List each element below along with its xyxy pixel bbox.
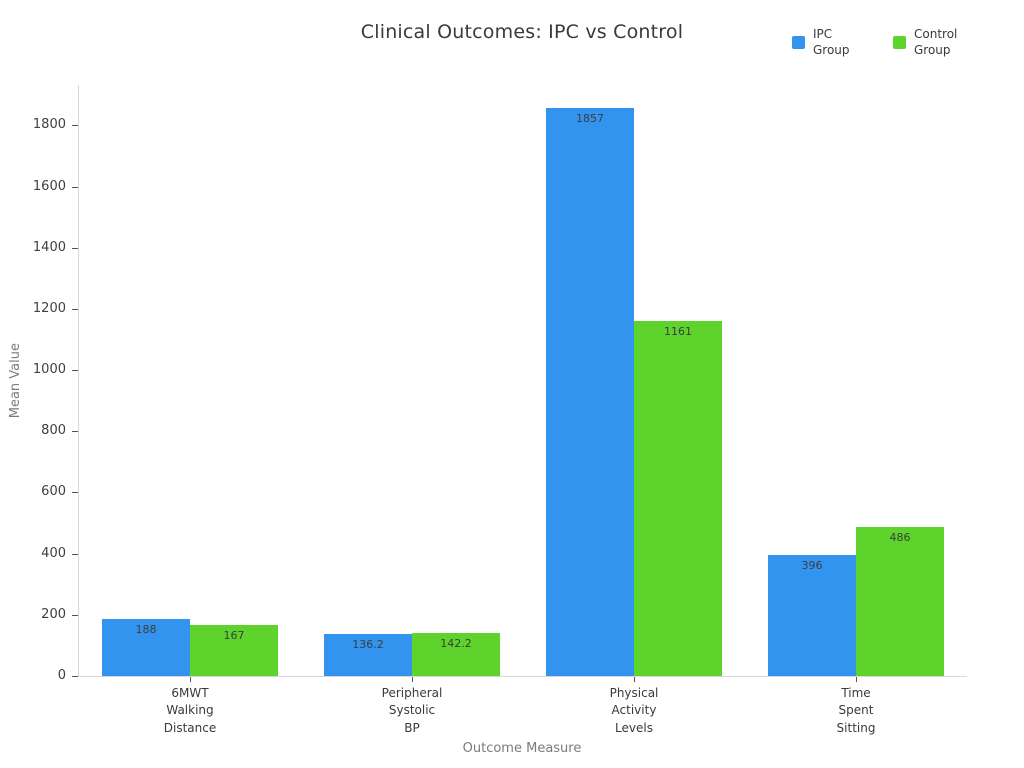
y-tick-label: 1600 bbox=[32, 178, 66, 194]
y-tick-label: 800 bbox=[41, 423, 66, 439]
x-tick-label: Physical Activity Levels bbox=[609, 686, 659, 735]
bar-value-label: 396 bbox=[801, 558, 823, 572]
y-tick-mark bbox=[72, 370, 78, 372]
x-axis-title: Outcome Measure bbox=[462, 741, 582, 756]
y-tick-mark bbox=[72, 308, 78, 310]
x-tick-label: Peripheral Systolic BP bbox=[381, 686, 443, 735]
bar-value-label: 167 bbox=[223, 628, 245, 642]
bar-group: 188 167 6MWT Walking Distance bbox=[79, 85, 301, 735]
bar-group: 1857 1161 Physical Activity Levels bbox=[523, 85, 745, 735]
y-tick-mark bbox=[72, 247, 78, 249]
x-tick-mark bbox=[412, 677, 413, 682]
chart-title: Clinical Outcomes: IPC vs Control bbox=[360, 21, 684, 43]
bar-control: 167 bbox=[190, 624, 278, 676]
legend-swatch-control-icon bbox=[893, 36, 906, 50]
bar-control: 142.2 bbox=[412, 632, 500, 676]
y-tick-mark bbox=[72, 553, 78, 555]
bar-control: 486 bbox=[856, 527, 944, 676]
bar-value-label: 136.2 bbox=[352, 638, 384, 652]
legend-label-ipc: IPC Group bbox=[813, 27, 850, 57]
bar-pair: 396 486 bbox=[768, 527, 944, 676]
y-tick-label: 1200 bbox=[32, 300, 66, 316]
legend-item-ipc: IPC Group bbox=[792, 27, 865, 59]
x-tick-label: 6MWT Walking Distance bbox=[163, 686, 217, 735]
bar-pair: 136.2 142.2 bbox=[324, 632, 500, 676]
bar-ipc: 396 bbox=[768, 554, 856, 676]
y-axis-title: Mean Value bbox=[2, 85, 28, 676]
legend-label-control: Control Group bbox=[914, 27, 958, 57]
bar-ipc: 136.2 bbox=[324, 634, 412, 676]
bar-value-label: 188 bbox=[135, 622, 157, 636]
y-tick-label: 600 bbox=[41, 484, 66, 500]
y-tick-label: 200 bbox=[41, 606, 66, 622]
bar-value-label: 1857 bbox=[576, 111, 604, 125]
bar-pair: 188 167 bbox=[102, 618, 278, 676]
x-tick-label: Time Spent Sitting bbox=[836, 686, 876, 735]
bar-value-label: 486 bbox=[889, 531, 911, 545]
x-tick-mark bbox=[634, 677, 635, 682]
y-tick-label: 1000 bbox=[32, 362, 66, 378]
y-tick-mark bbox=[72, 125, 78, 127]
y-tick-mark bbox=[72, 431, 78, 433]
y-tick-label: 0 bbox=[57, 668, 66, 683]
y-tick-mark bbox=[72, 614, 78, 616]
bar-ipc: 188 bbox=[102, 618, 190, 676]
bar-control: 1161 bbox=[634, 320, 722, 676]
bar-ipc: 1857 bbox=[546, 107, 634, 676]
y-tick-label: 1400 bbox=[32, 239, 66, 255]
bar-value-label: 1161 bbox=[664, 324, 692, 338]
bar-group: 136.2 142.2 Peripheral Systolic BP bbox=[301, 85, 523, 735]
y-axis-title-text: Mean Value bbox=[7, 342, 23, 419]
y-tick-label: 1800 bbox=[32, 117, 66, 133]
legend-swatch-ipc-icon bbox=[792, 36, 805, 50]
plot-area: 188 167 6MWT Walking Distance 136.2 142.2 Perip… bbox=[78, 85, 967, 735]
x-tick-mark bbox=[190, 677, 191, 682]
x-tick-mark bbox=[856, 677, 857, 682]
y-tick-mark bbox=[72, 676, 78, 677]
y-tick-label: 400 bbox=[41, 545, 66, 561]
y-tick-mark bbox=[72, 492, 78, 494]
legend-item-control: Control Group bbox=[893, 27, 966, 59]
bar-value-label: 142.2 bbox=[440, 636, 472, 650]
bar-group: 396 486 Time Spent Sitting bbox=[745, 85, 967, 735]
legend: IPC Group Control Group bbox=[792, 27, 966, 59]
bar-pair: 1857 1161 bbox=[546, 107, 722, 676]
y-tick-mark bbox=[72, 186, 78, 188]
